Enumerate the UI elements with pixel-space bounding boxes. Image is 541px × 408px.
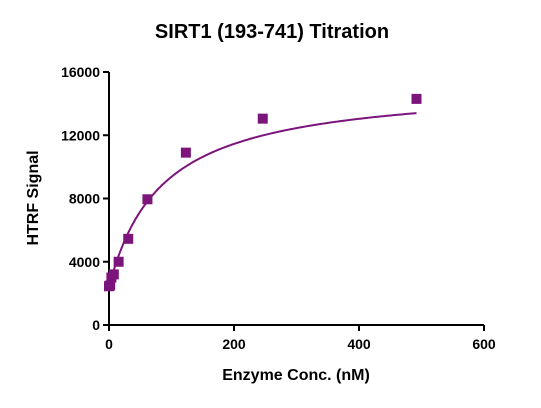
- y-tick-label: 4000: [69, 254, 100, 270]
- data-point: [123, 233, 134, 244]
- data-point: [113, 256, 124, 267]
- fit-curve: [108, 112, 417, 288]
- data-point: [105, 280, 116, 291]
- data-point: [108, 269, 119, 280]
- y-axis-label: HTRF Signal: [25, 150, 42, 245]
- x-tick-label: 400: [347, 336, 371, 352]
- data-point: [142, 194, 153, 205]
- x-tick-label: 200: [222, 336, 246, 352]
- chart-title: SIRT1 (193-741) Titration: [155, 21, 389, 43]
- y-tick-label: 12000: [61, 127, 100, 143]
- data-point: [411, 93, 422, 104]
- x-axis-label: Enzyme Conc. (nM): [222, 367, 370, 384]
- x-tick-label: 0: [105, 336, 113, 352]
- y-tick-label: 16000: [61, 64, 100, 80]
- x-tick-label: 600: [472, 336, 496, 352]
- y-tick-label: 0: [92, 317, 100, 333]
- plot-area: 0 4000 8000 12000 16000 0 200 400 600: [61, 64, 496, 352]
- data-point: [180, 147, 191, 158]
- data-point: [257, 113, 268, 124]
- y-tick-label: 8000: [69, 191, 100, 207]
